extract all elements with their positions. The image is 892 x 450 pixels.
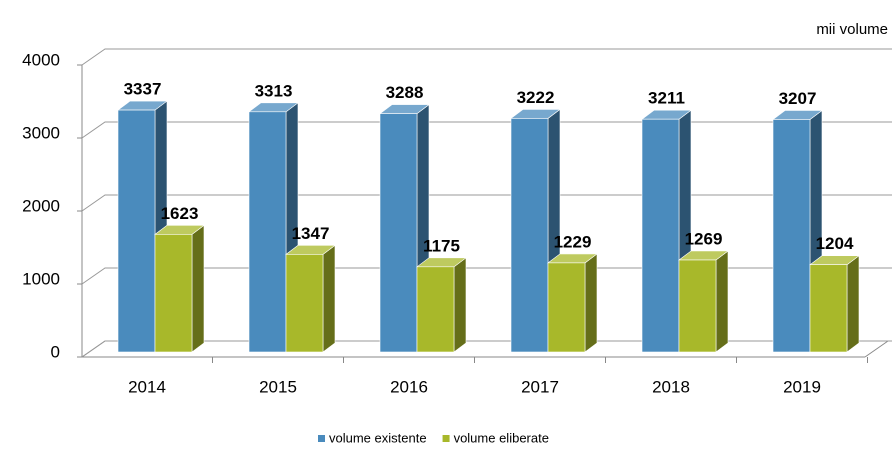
legend-label: volume eliberate bbox=[454, 430, 549, 445]
x-tick-label: 2018 bbox=[652, 377, 690, 396]
value-label: 3337 bbox=[124, 80, 162, 99]
value-label: 3313 bbox=[255, 81, 293, 100]
grid-line bbox=[81, 121, 892, 139]
value-label: 1204 bbox=[816, 234, 854, 253]
bar-front bbox=[379, 113, 418, 353]
x-tick-label: 2015 bbox=[259, 377, 297, 396]
bar-side bbox=[846, 255, 860, 353]
floor-edge bbox=[864, 340, 889, 358]
bar-front bbox=[809, 264, 848, 353]
bar-front bbox=[117, 109, 156, 353]
bar bbox=[285, 244, 336, 353]
legend-label: volume existente bbox=[329, 430, 427, 445]
bar-side bbox=[191, 224, 205, 353]
value-label: 3211 bbox=[648, 89, 685, 108]
x-tick-label: 2016 bbox=[390, 377, 428, 396]
bar bbox=[416, 257, 467, 353]
y-tick-label: 2000 bbox=[22, 196, 60, 215]
value-label: 3207 bbox=[779, 89, 817, 108]
y-tick-label: 4000 bbox=[22, 50, 60, 69]
grid-line bbox=[81, 48, 892, 66]
y-tick-label: 0 bbox=[51, 342, 60, 361]
bar-front bbox=[510, 118, 549, 353]
bar bbox=[809, 255, 860, 353]
x-tick-label: 2019 bbox=[783, 377, 821, 396]
value-label: 1623 bbox=[161, 204, 199, 223]
legend-swatch bbox=[318, 435, 325, 442]
value-label: 1269 bbox=[685, 229, 723, 248]
value-label: 3222 bbox=[517, 88, 555, 107]
x-tick-label: 2017 bbox=[521, 377, 559, 396]
bar-front bbox=[678, 259, 717, 353]
value-label: 3288 bbox=[386, 83, 424, 102]
bar-front bbox=[641, 118, 680, 353]
bar bbox=[547, 253, 598, 353]
bar bbox=[154, 224, 205, 353]
bar-front bbox=[285, 254, 324, 353]
bar-side bbox=[322, 244, 336, 353]
value-label: 1229 bbox=[554, 232, 592, 251]
y-tick-label: 3000 bbox=[22, 123, 60, 142]
bar-side bbox=[453, 257, 467, 353]
value-label: 1175 bbox=[423, 236, 460, 255]
grid-line bbox=[81, 340, 892, 358]
bar-front bbox=[154, 234, 193, 353]
bar-front bbox=[416, 266, 455, 353]
bar-side bbox=[584, 253, 598, 353]
x-tick-label: 2014 bbox=[128, 377, 166, 396]
legend-swatch bbox=[442, 435, 450, 442]
bar bbox=[678, 250, 729, 353]
y-tick-label: 1000 bbox=[22, 269, 60, 288]
bar-side bbox=[715, 250, 729, 353]
bar-front bbox=[772, 119, 811, 353]
unit-label: mii volume bbox=[816, 21, 888, 38]
grid-line bbox=[81, 194, 892, 212]
value-label: 1347 bbox=[292, 224, 330, 243]
bar-front bbox=[547, 262, 586, 353]
bar-front bbox=[248, 111, 287, 353]
grid-line bbox=[81, 267, 892, 285]
